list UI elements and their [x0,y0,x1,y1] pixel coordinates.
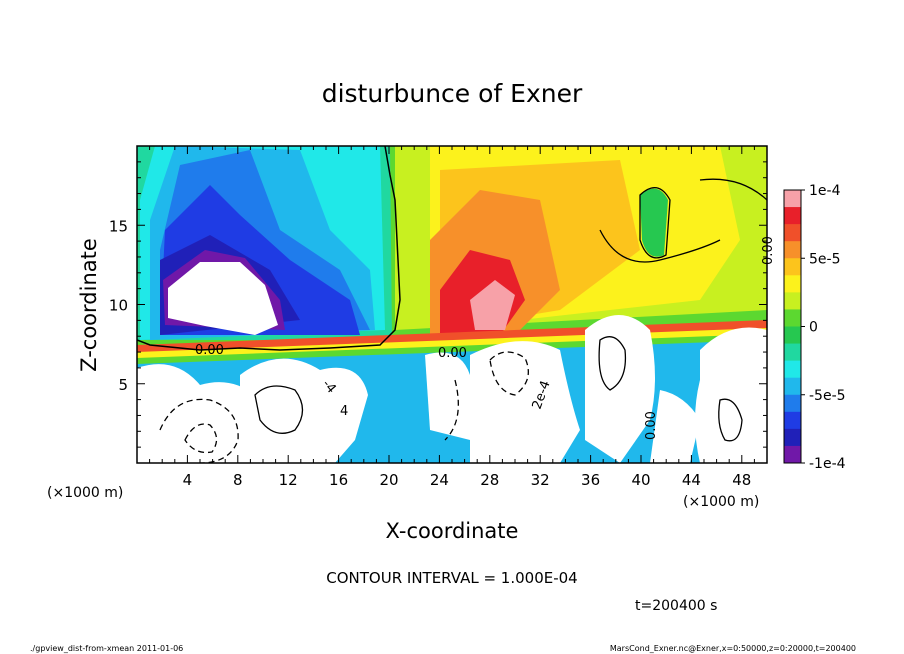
x-tick-label: 28 [480,471,499,489]
contour-line [699,178,767,201]
contour-line [599,229,721,263]
x-tick-label: 48 [732,471,751,489]
x-unit-right: (×1000 m) [683,494,759,510]
contour-dashed-line [159,398,239,463]
field-saturated-region [240,358,368,463]
contour-line [254,385,304,434]
footer-left: ./gpview_dist-from-xmean 2011-01-06 [30,644,183,653]
x-unit-left: (×1000 m) [47,485,123,501]
x-tick-label: 8 [233,471,243,489]
colorbar-swatch [784,428,801,447]
field-saturated-region [470,341,580,463]
contour-label: 0.00 [644,411,659,440]
field-positive-region [470,280,515,330]
colorbar-swatch [784,207,801,225]
field-saturated-region [425,352,470,440]
field-saturated-region [695,327,767,463]
colorbar-swatch [784,292,801,310]
heatmap-field [137,146,767,463]
contour-label: 0.00 [438,346,467,361]
field-negative-region [640,188,668,257]
contour-label: 4 [340,404,348,419]
contour-interval: CONTOUR INTERVAL = 1.000E-04 [326,569,577,587]
x-tick-label: 32 [531,471,550,489]
colorbar-swatch [784,394,801,413]
colorbar-swatch [784,224,801,242]
x-axis: 4 8 12 16 20 24 28 32 36 40 44 48 [149,146,755,489]
x-axis-label: X-coordinate [386,519,519,543]
colorbar-swatch [784,190,801,208]
colorbar-tick-label: 1e-4 [809,183,841,199]
colorbar-tick-label: -1e-4 [809,456,846,472]
x-tick-label: 20 [379,471,398,489]
y-tick-label: 15 [109,217,128,235]
time-stamp: t=200400 s [635,598,717,614]
x-tick-label: 36 [581,471,600,489]
colorbar-swatch [784,258,801,276]
footer-right: MarsCond_Exner.nc@Exner,x=0:50000,z=0:20… [610,644,856,653]
field-saturated-region [585,315,655,463]
contour-label: 0.00 [195,343,224,358]
y-tick-label: 5 [118,376,128,394]
colorbar-tick-label: 5e-5 [809,251,840,267]
x-tick-label: 40 [631,471,650,489]
chart-title: disturbunce of Exner [322,79,583,108]
colorbar-swatch [784,445,801,464]
x-tick-label: 12 [279,471,298,489]
contour-label: 0.00 [761,236,776,265]
y-axis: 5 10 15 [109,161,767,448]
contour-line [598,336,627,391]
colorbar-tick-label: 0 [809,320,818,336]
colorbar-swatch [784,275,801,293]
contour-zero-line [137,146,401,351]
x-tick-label: 24 [430,471,449,489]
colorbar-swatch [784,343,801,362]
colorbar-tick-label: -5e-5 [809,388,846,404]
colorbar: 1e-4 5e-5 0 -5e-5 -1e-4 [783,183,846,472]
colorbar-swatch [784,377,801,396]
contour-dashed-line [444,379,459,441]
colorbar-swatch [784,411,801,430]
contour-line [718,398,743,442]
x-tick-label: 44 [682,471,701,489]
colorbar-swatch [784,241,801,259]
x-tick-label: 4 [183,471,193,489]
y-axis-label: Z-coordinate [77,238,101,372]
colorbar-swatch [784,309,801,327]
colorbar-swatch [784,360,801,379]
x-tick-label: 16 [329,471,348,489]
y-tick-label: 10 [109,297,128,315]
field-saturated-region [168,262,278,335]
colorbar-swatch [784,326,801,345]
field-saturated-region [650,390,700,463]
contour-line [639,187,671,259]
